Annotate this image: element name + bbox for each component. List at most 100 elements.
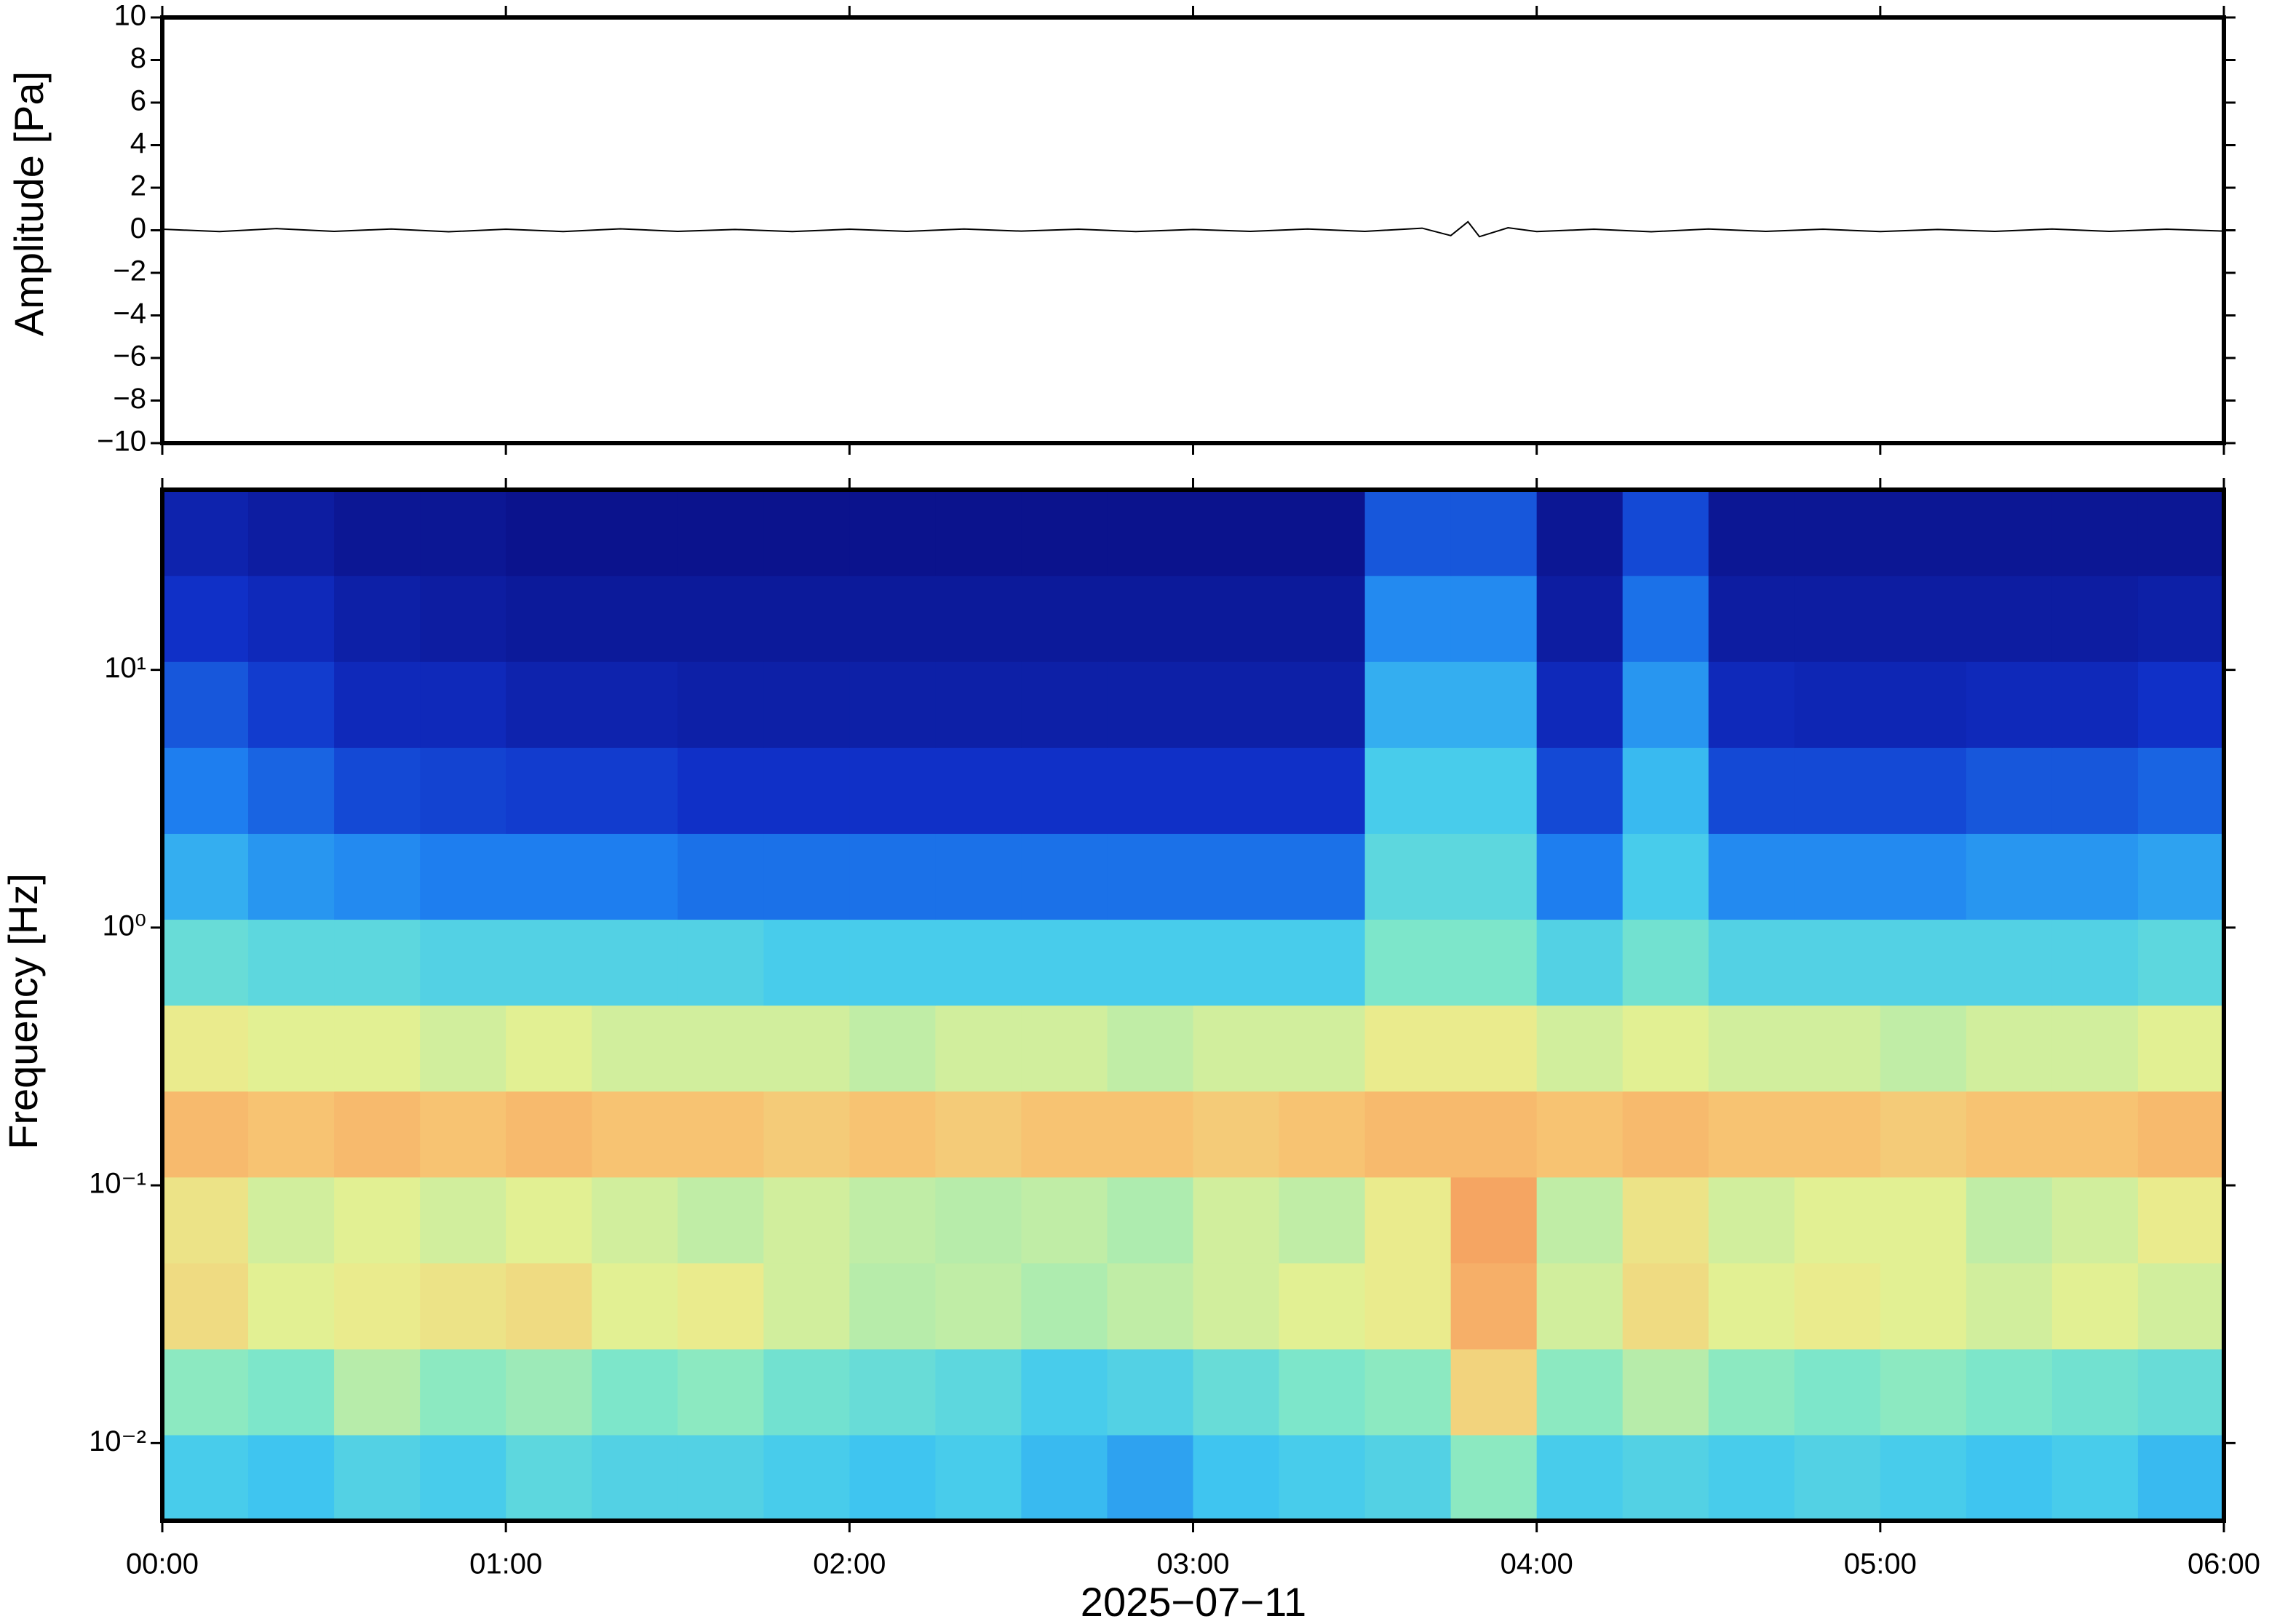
- spectrogram-cell: [1450, 1262, 1538, 1350]
- spectrogram-cell: [1193, 1005, 1280, 1092]
- spectrogram-cell: [1708, 833, 1795, 920]
- y-tick-label: 0: [130, 212, 146, 244]
- spectrogram-cell: [1794, 576, 1881, 662]
- spectrogram-cell: [420, 490, 506, 576]
- spectrogram-cell: [935, 1348, 1022, 1436]
- spectrogram-cell: [2137, 1005, 2225, 1092]
- spectrogram-cell: [1966, 747, 2053, 834]
- spectrogram-cell: [1279, 490, 1366, 576]
- spectrogram-cell: [1880, 1005, 1967, 1092]
- y-axis-label: Frequency [Hz]: [0, 873, 46, 1150]
- spectrogram-cell: [1536, 576, 1624, 662]
- x-axis-label: 2025−07−11: [1081, 1579, 1306, 1624]
- spectrogram-cell: [849, 1005, 936, 1092]
- spectrogram-cell: [2137, 919, 2225, 1006]
- spectrogram-cell: [2137, 1091, 2225, 1178]
- spectrogram-cell: [2137, 1434, 2225, 1521]
- x-tick-label: 05:00: [1844, 1548, 1917, 1580]
- spectrogram-cell: [420, 1348, 506, 1436]
- spectrogram-cell: [334, 1091, 421, 1178]
- spectrogram-cell: [1107, 1005, 1194, 1092]
- spectrogram-cell: [2137, 1262, 2225, 1350]
- spectrogram-cell: [1107, 1177, 1194, 1264]
- spectrogram-cell: [677, 833, 764, 920]
- spectrogram-cell: [1536, 1434, 1624, 1521]
- spectrogram-cell: [420, 1262, 506, 1350]
- spectrogram-cell: [1450, 1348, 1538, 1436]
- spectrogram-cell: [1708, 1177, 1795, 1264]
- spectrogram-cell: [1966, 1005, 2053, 1092]
- spectrogram-cell: [420, 747, 506, 834]
- spectrogram-cell: [935, 1262, 1022, 1350]
- spectrogram-cell: [506, 747, 592, 834]
- spectrogram-cell: [1794, 833, 1881, 920]
- spectrogram-cell: [1279, 919, 1366, 1006]
- spectrogram-cell: [1364, 1434, 1452, 1521]
- spectrogram-cell: [420, 833, 506, 920]
- spectrogram-cell: [1279, 1262, 1366, 1350]
- y-tick-label: 6: [130, 85, 146, 117]
- spectrogram-cell: [1193, 1262, 1280, 1350]
- y-tick-label: 8: [130, 42, 146, 74]
- spectrogram-cell: [1794, 1348, 1881, 1436]
- spectrogram-cell: [248, 490, 335, 576]
- spectrogram-cell: [849, 833, 936, 920]
- spectrogram-cell: [1107, 1348, 1194, 1436]
- spectrogram-cell: [1880, 1177, 1967, 1264]
- spectrogram-cell: [248, 1177, 335, 1264]
- spectrogram-cell: [506, 833, 592, 920]
- y-tick-label: 10: [114, 0, 147, 32]
- spectrogram-cell: [1193, 1177, 1280, 1264]
- spectrogram-cell: [763, 661, 850, 748]
- spectrogram-cell: [763, 1434, 850, 1521]
- spectrogram-cell: [2137, 747, 2225, 834]
- spectrogram-cell: [592, 1434, 678, 1521]
- spectrogram-cell: [1536, 1005, 1624, 1092]
- spectrogram-cell: [677, 747, 764, 834]
- spectrogram-cell: [1364, 1091, 1452, 1178]
- y-tick-label: −8: [113, 383, 146, 415]
- spectrogram-cell: [763, 1091, 850, 1178]
- spectrogram-cell: [1364, 576, 1452, 662]
- spectrogram-cell: [592, 1091, 678, 1178]
- spectrogram-cell: [1794, 490, 1881, 576]
- spectrogram-cell: [334, 576, 421, 662]
- spectrogram-cell: [1708, 919, 1795, 1006]
- spectrogram-cell: [162, 490, 249, 576]
- spectrogram-cell: [1364, 1262, 1452, 1350]
- spectrogram-cell: [1279, 833, 1366, 920]
- spectrogram-cell: [1107, 1262, 1194, 1350]
- spectrogram-cell: [1708, 1434, 1795, 1521]
- spectrogram-cell: [677, 661, 764, 748]
- spectrogram-cell: [1279, 1091, 1366, 1178]
- spectrogram-cell: [1880, 833, 1967, 920]
- spectrogram-cell: [935, 490, 1022, 576]
- spectrogram-cell: [1364, 919, 1452, 1006]
- spectrogram-cell: [506, 661, 592, 748]
- spectrogram-cell: [248, 747, 335, 834]
- spectrogram-cell: [506, 1434, 592, 1521]
- spectrogram-cell: [935, 1177, 1022, 1264]
- spectrogram-cell: [506, 1348, 592, 1436]
- spectrogram-cell: [162, 1434, 249, 1521]
- spectrogram-cell: [1622, 1091, 1709, 1178]
- spectrogram-cell: [849, 747, 936, 834]
- y-tick-label: −2: [113, 255, 146, 287]
- spectrogram-cell: [1279, 1005, 1366, 1092]
- spectrogram-cell: [1193, 1091, 1280, 1178]
- spectrogram-cell: [1450, 833, 1538, 920]
- spectrogram-cell: [506, 1005, 592, 1092]
- spectrogram-cell: [248, 919, 335, 1006]
- y-tick-label: 10⁻¹: [89, 1168, 146, 1200]
- spectrogram-cell: [162, 1348, 249, 1436]
- spectrogram-cell: [1021, 1091, 1108, 1178]
- spectrogram-cell: [1622, 919, 1709, 1006]
- spectrogram-cell: [1708, 661, 1795, 748]
- spectrogram-cell: [592, 1262, 678, 1350]
- spectrogram-cell: [935, 661, 1022, 748]
- spectrogram-cell: [248, 1434, 335, 1521]
- spectrogram-cell: [1364, 833, 1452, 920]
- spectrogram-cell: [1107, 576, 1194, 662]
- spectrogram-cell: [1966, 490, 2053, 576]
- spectrogram-cell: [592, 919, 678, 1006]
